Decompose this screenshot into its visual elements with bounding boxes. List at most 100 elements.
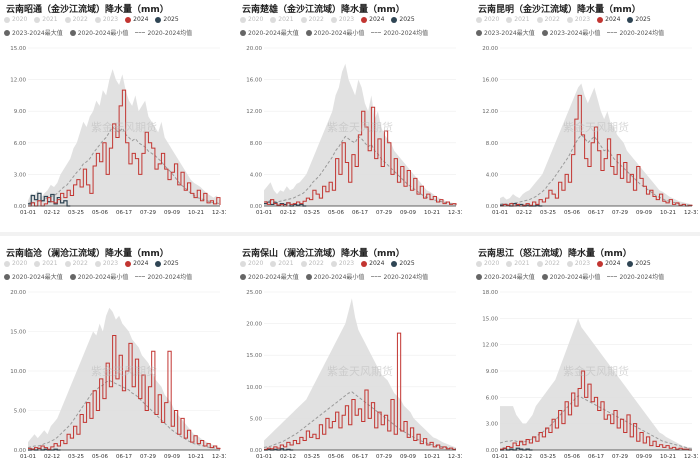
legend-dash-icon: [607, 32, 618, 33]
legend-item[interactable]: 2021: [506, 16, 530, 23]
legend-item[interactable]: 2023-2024最大值: [476, 28, 535, 37]
legend-item[interactable]: 2020-2024最小值: [69, 28, 128, 37]
x-tick-label: 12-31: [684, 210, 698, 216]
legend-item[interactable]: 2023: [330, 260, 354, 267]
x-tick-label: 01-01: [20, 454, 36, 460]
legend-item[interactable]: 2023-2024最小值: [541, 28, 600, 37]
legend-item[interactable]: 2020-2024最小值: [305, 28, 365, 37]
legend-dot-icon: [34, 16, 41, 23]
legend-dot-icon: [330, 16, 337, 23]
legend-item[interactable]: 2020-2024均值: [135, 272, 192, 281]
legend-item[interactable]: 2025: [391, 16, 415, 23]
legend-item[interactable]: 2024: [597, 260, 620, 267]
legend-item[interactable]: 2020-2024均值: [371, 28, 428, 37]
legend-label: 2021: [514, 260, 530, 267]
legend-dot-icon: [305, 29, 312, 36]
x-tick-label: 02-12: [44, 454, 60, 460]
legend-item[interactable]: 2020-2024最小值: [69, 272, 128, 281]
x-tick-label: 07-29: [140, 454, 156, 460]
x-tick-label: 10-21: [424, 454, 440, 460]
legend-dot-icon: [69, 273, 76, 280]
legend-item[interactable]: 2022: [64, 260, 88, 267]
legend-item[interactable]: 2021: [34, 260, 58, 267]
watermark: 紫金天风期货: [91, 364, 157, 378]
legend-item[interactable]: 2021: [270, 260, 294, 267]
legend-item[interactable]: 2020-2024最小值: [541, 272, 600, 281]
legend-item[interactable]: 2020: [476, 260, 499, 267]
legend-item[interactable]: 2024: [361, 260, 384, 267]
legend-item[interactable]: 2021: [506, 260, 530, 267]
legend-label: 2020-2024均值: [619, 274, 665, 281]
x-tick-label: 09-09: [636, 454, 652, 460]
legend-item[interactable]: 2023: [94, 260, 119, 267]
legend-label: 2022: [308, 16, 324, 23]
legend-item[interactable]: 2022: [300, 260, 324, 267]
y-tick-label: 6.00: [486, 395, 499, 401]
x-tick-label: 03-25: [304, 454, 320, 460]
legend-years: 2020 2021 2022 2023 2024 2025: [4, 16, 179, 23]
legend-item[interactable]: 2020-2024最大值: [476, 272, 535, 281]
legend-item[interactable]: 2020-2024均值: [607, 28, 664, 37]
chart-panel: 云南临沧（澜沧江流域）降水量（mm） 2020 2021 2022 2023 2024 20…: [0, 244, 226, 466]
legend-item[interactable]: 2021: [34, 16, 58, 23]
legend-item[interactable]: 2020-2024均值: [135, 28, 192, 37]
legend-label: 2020-2024最大值: [12, 274, 63, 281]
x-tick-label: 02-12: [516, 210, 532, 216]
legend-item[interactable]: 2025: [155, 16, 179, 23]
legend-dot-icon: [300, 16, 307, 23]
legend-item[interactable]: 2025: [155, 260, 179, 267]
legend-item[interactable]: 2024: [125, 260, 148, 267]
legend-item[interactable]: 2023: [330, 16, 354, 23]
legend-years: 2020 2021 2022 2023 2024 2025: [240, 260, 415, 267]
chart-title: 云南楚雄（金沙江流域）降水量（mm）: [242, 5, 405, 15]
legend-item[interactable]: 2020: [4, 260, 27, 267]
legend-stats: 2023-2024最大值 2020-2024最小值 2020-2024均值: [4, 28, 192, 37]
legend-item[interactable]: 2022: [300, 16, 324, 23]
legend-item[interactable]: 2020: [240, 16, 263, 23]
legend-dot-icon: [361, 260, 368, 267]
x-tick-label: 01-01: [256, 454, 272, 460]
legend-label: 2024: [133, 260, 149, 267]
legend-item[interactable]: 2020-2024均值: [607, 272, 664, 281]
y-tick-label: 15.00: [246, 353, 262, 359]
mean-line: [263, 391, 457, 450]
legend-item[interactable]: 2022: [536, 260, 560, 267]
y-tick-label: 0.00: [14, 204, 27, 210]
legend-item[interactable]: 2022: [64, 16, 88, 23]
legend-item[interactable]: 2023: [566, 16, 590, 23]
legend-label: 2020: [12, 260, 28, 267]
row-divider: [0, 232, 700, 236]
x-tick-label: 02-12: [44, 210, 60, 216]
legend-item[interactable]: 2020-2024均值: [371, 272, 428, 281]
legend-item[interactable]: 2020-2024最大值: [240, 272, 299, 281]
legend-item[interactable]: 2020: [4, 16, 27, 23]
legend-item[interactable]: 2020-2024最小值: [305, 272, 364, 281]
legend-item[interactable]: 2020: [240, 260, 263, 267]
y-tick-label: 20.00: [246, 46, 262, 52]
legend-item[interactable]: 2023: [566, 260, 590, 267]
legend-label: 2023: [102, 260, 119, 267]
legend-item[interactable]: 2024: [597, 16, 620, 23]
max-band-area: [28, 307, 220, 450]
legend-item[interactable]: 2023: [94, 16, 118, 23]
legend-item[interactable]: 2025: [627, 260, 651, 267]
legend-item[interactable]: 2025: [627, 16, 651, 23]
legend-item[interactable]: 2020: [476, 16, 499, 23]
legend-dot-icon: [566, 260, 573, 267]
y-tick-label: 3.00: [14, 172, 27, 178]
y-tick-label: 8.00: [250, 141, 263, 147]
legend-item[interactable]: 2024: [361, 16, 384, 23]
x-tick-label: 06-17: [588, 454, 604, 460]
x-tick-label: 05-06: [564, 210, 580, 216]
legend-dot-icon: [506, 260, 513, 267]
legend-item[interactable]: 2025: [391, 260, 415, 267]
y-tick-label: 0.00: [250, 448, 263, 454]
legend-item[interactable]: 2024: [125, 16, 148, 23]
x-tick-label: 12-31: [684, 454, 698, 460]
legend-item[interactable]: 2020-2024最大值: [240, 28, 299, 37]
legend-item[interactable]: 2023-2024最大值: [4, 28, 63, 37]
legend-item[interactable]: 2021: [270, 16, 294, 23]
legend-item[interactable]: 2022: [536, 16, 560, 23]
legend-item[interactable]: 2020-2024最大值: [4, 272, 63, 281]
legend-label: 2020-2024最小值: [313, 30, 365, 37]
